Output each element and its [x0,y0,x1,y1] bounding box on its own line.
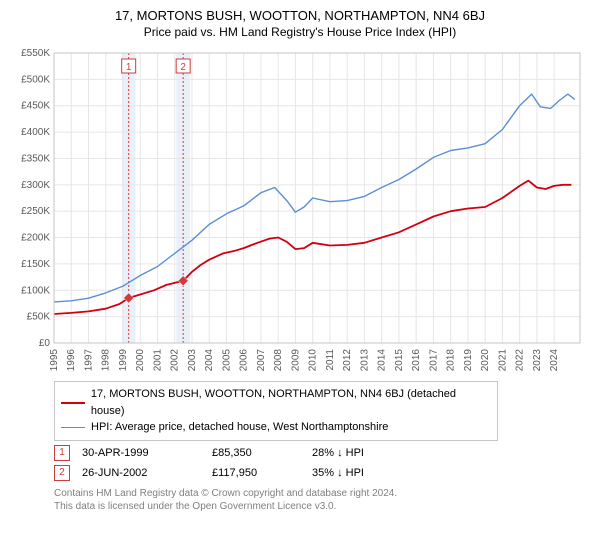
sale-pct: 28% ↓ HPI [312,447,402,459]
svg-text:2001: 2001 [152,349,163,372]
sales-table: 1 30-APR-1999£85,35028% ↓ HPI 2 26-JUN-2002… [54,445,592,481]
svg-text:2005: 2005 [221,349,232,372]
footer-line1: Contains HM Land Registry data © Crown c… [54,487,592,500]
sale-price: £117,950 [212,467,312,479]
footer: Contains HM Land Registry data © Crown c… [54,487,592,513]
svg-text:1997: 1997 [83,349,94,372]
sale-date: 30-APR-1999 [82,447,212,459]
svg-text:2004: 2004 [204,349,215,372]
svg-text:2002: 2002 [170,349,181,372]
sale-date: 26-JUN-2002 [82,467,212,479]
svg-text:1999: 1999 [118,349,129,372]
legend-row: HPI: Average price, detached house, West… [61,419,491,436]
svg-text:2006: 2006 [239,349,250,372]
svg-text:1996: 1996 [66,349,77,372]
svg-text:2024: 2024 [549,349,560,372]
svg-text:2009: 2009 [290,349,301,372]
svg-text:2019: 2019 [463,349,474,372]
svg-text:£200K: £200K [21,233,50,244]
svg-text:£0: £0 [39,338,51,349]
svg-text:2010: 2010 [308,349,319,372]
svg-text:£500K: £500K [21,74,50,85]
sales-row: 2 26-JUN-2002£117,95035% ↓ HPI [54,465,592,481]
legend-swatch-price [61,402,85,404]
legend-label-hpi: HPI: Average price, detached house, West… [91,419,388,436]
svg-text:1: 1 [126,62,132,73]
legend-swatch-hpi [61,427,85,428]
price-chart: £0 £50K £100K £150K £200K £250K £300K £350K £400… [8,45,588,375]
legend-row: 17, MORTONS BUSH, WOOTTON, NORTHAMPTON, … [61,386,491,419]
chart-title: 17, MORTONS BUSH, WOOTTON, NORTHAMPTON, … [8,8,592,23]
sale-pct: 35% ↓ HPI [312,467,402,479]
svg-text:2021: 2021 [497,349,508,372]
svg-text:2000: 2000 [135,349,146,372]
sale-marker-icon: 1 [54,445,70,461]
svg-text:2003: 2003 [187,349,198,372]
svg-text:£550K: £550K [21,48,50,59]
legend: 17, MORTONS BUSH, WOOTTON, NORTHAMPTON, … [54,381,498,441]
svg-text:1998: 1998 [101,349,112,372]
svg-text:2012: 2012 [342,349,353,372]
svg-text:2018: 2018 [446,349,457,372]
sale-marker-icon: 2 [54,465,70,481]
svg-text:2020: 2020 [480,349,491,372]
svg-text:2007: 2007 [256,349,267,372]
svg-text:£100K: £100K [21,285,50,296]
svg-text:2: 2 [180,62,186,73]
svg-text:£300K: £300K [21,180,50,191]
svg-text:2014: 2014 [377,349,388,372]
svg-text:2008: 2008 [273,349,284,372]
svg-text:£250K: £250K [21,206,50,217]
svg-text:2013: 2013 [359,349,370,372]
svg-text:2023: 2023 [532,349,543,372]
svg-text:£150K: £150K [21,259,50,270]
sales-row: 1 30-APR-1999£85,35028% ↓ HPI [54,445,592,461]
svg-text:2011: 2011 [325,349,336,371]
footer-line2: This data is licensed under the Open Gov… [54,500,592,513]
svg-text:£350K: £350K [21,153,50,164]
svg-text:2022: 2022 [515,349,526,372]
svg-text:£50K: £50K [27,312,51,323]
svg-text:2016: 2016 [411,349,422,372]
svg-text:2017: 2017 [428,349,439,372]
svg-text:2015: 2015 [394,349,405,372]
svg-text:1995: 1995 [49,349,60,372]
sale-price: £85,350 [212,447,312,459]
legend-label-price: 17, MORTONS BUSH, WOOTTON, NORTHAMPTON, … [91,386,491,419]
chart-subtitle: Price paid vs. HM Land Registry's House … [8,25,592,39]
svg-text:£400K: £400K [21,127,50,138]
svg-text:£450K: £450K [21,101,50,112]
